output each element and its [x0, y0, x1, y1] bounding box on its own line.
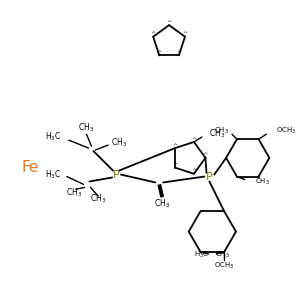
- Text: CH$_3$: CH$_3$: [66, 186, 82, 199]
- Text: CH$_3$: CH$_3$: [154, 198, 170, 210]
- Text: H$_3$C: H$_3$C: [45, 168, 61, 181]
- Text: ^: ^: [191, 168, 196, 173]
- Text: CH$_3$: CH$_3$: [214, 126, 229, 136]
- Text: CH$_3$: CH$_3$: [78, 121, 94, 134]
- Text: H$_3$C: H$_3$C: [45, 131, 61, 143]
- Text: ^: ^: [172, 142, 178, 148]
- Text: ^: ^: [182, 31, 188, 36]
- Text: ^: ^: [191, 136, 196, 142]
- Text: OCH$_3$: OCH$_3$: [276, 126, 297, 136]
- Text: ^: ^: [167, 20, 172, 25]
- Text: ^: ^: [172, 162, 178, 167]
- Text: Fe: Fe: [22, 160, 39, 175]
- Text: ^: ^: [157, 50, 162, 55]
- Text: ^: ^: [151, 31, 156, 36]
- Text: CH$_3$: CH$_3$: [111, 137, 127, 149]
- Text: P: P: [112, 169, 119, 180]
- Text: ^: ^: [176, 50, 181, 55]
- Text: CH$_3$: CH$_3$: [209, 128, 225, 140]
- Text: CH$_3$: CH$_3$: [90, 193, 106, 206]
- Text: CH$_3$: CH$_3$: [255, 176, 270, 187]
- Text: P: P: [206, 172, 213, 182]
- Text: OCH$_3$: OCH$_3$: [214, 261, 234, 271]
- Text: CH$_3$: CH$_3$: [215, 250, 230, 260]
- Text: ^: ^: [203, 152, 208, 158]
- Text: H$_3$C: H$_3$C: [194, 250, 209, 260]
